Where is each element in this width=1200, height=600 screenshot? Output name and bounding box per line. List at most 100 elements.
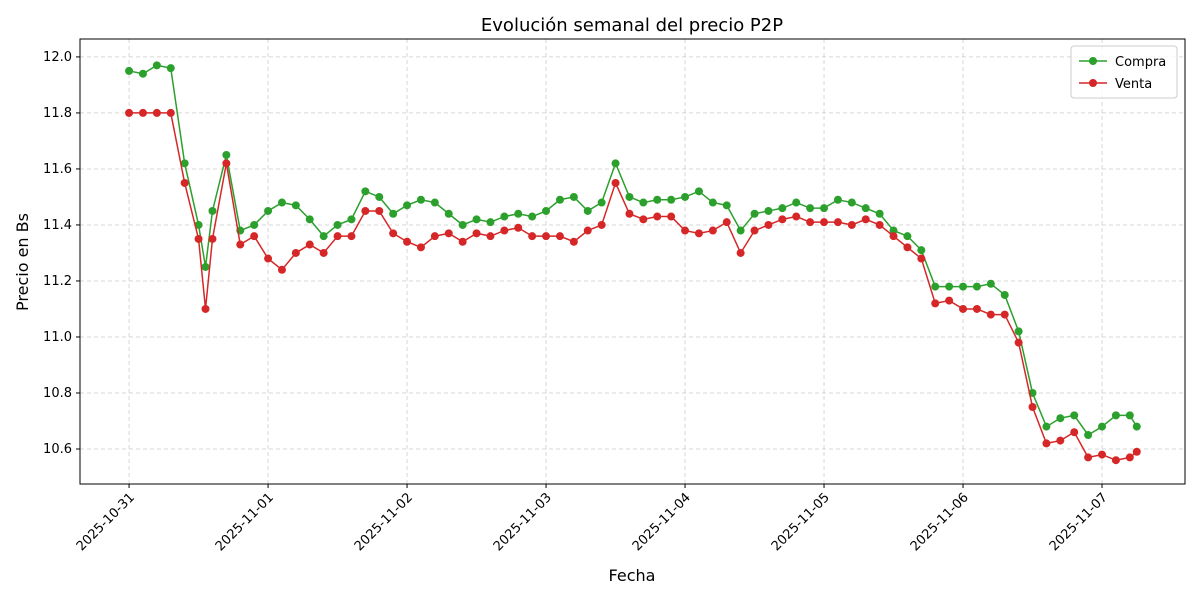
data-point	[361, 187, 370, 196]
data-point	[583, 226, 592, 235]
data-point	[152, 61, 161, 70]
data-point	[486, 218, 495, 227]
x-tick-label: 2025-10-31	[74, 490, 138, 554]
data-point	[416, 195, 425, 204]
legend: Compra Venta	[1070, 45, 1178, 99]
data-point	[778, 204, 787, 213]
data-point	[152, 108, 161, 117]
data-point	[514, 209, 523, 218]
data-point	[347, 215, 356, 224]
series-line	[129, 112, 1138, 461]
data-point	[972, 282, 981, 291]
data-point	[736, 248, 745, 257]
data-point	[305, 215, 314, 224]
chart-title: Evolución semanal del precio P2P	[481, 15, 783, 36]
data-point	[806, 204, 815, 213]
x-axis-label: Fecha	[609, 566, 656, 585]
data-point	[277, 265, 286, 274]
data-point	[555, 195, 564, 204]
data-point	[667, 212, 676, 221]
x-tick-label: 2025-11-05	[769, 490, 833, 554]
data-point	[569, 192, 578, 201]
data-point	[708, 198, 717, 207]
data-point	[458, 237, 467, 246]
data-point	[291, 248, 300, 257]
data-point	[972, 304, 981, 313]
data-point	[986, 279, 995, 288]
data-point	[625, 192, 634, 201]
data-point	[319, 232, 328, 241]
x-tick-label: 2025-11-07	[1047, 490, 1111, 554]
x-tick-label: 2025-11-02	[352, 490, 416, 554]
data-point	[250, 232, 259, 241]
data-point	[611, 159, 620, 168]
data-point	[472, 215, 481, 224]
data-point	[264, 206, 273, 215]
data-point	[458, 220, 467, 229]
data-point	[389, 209, 398, 218]
data-point	[750, 226, 759, 235]
data-point	[319, 248, 328, 257]
data-point	[792, 212, 801, 221]
data-point	[500, 212, 509, 221]
data-point	[1028, 402, 1037, 411]
data-point	[486, 232, 495, 241]
data-point	[1132, 422, 1141, 431]
data-point	[820, 218, 829, 227]
x-tick-label: 2025-11-01	[213, 490, 277, 554]
data-point	[986, 310, 995, 319]
data-point	[403, 201, 412, 210]
data-point	[820, 204, 829, 213]
data-point	[889, 232, 898, 241]
data-point	[201, 304, 210, 313]
data-point	[444, 209, 453, 218]
data-point	[1125, 411, 1134, 420]
data-point	[1000, 310, 1009, 319]
data-point	[430, 198, 439, 207]
data-point	[194, 220, 203, 229]
data-point	[903, 243, 912, 252]
data-point	[138, 108, 147, 117]
data-point	[1014, 338, 1023, 347]
data-point	[861, 215, 870, 224]
data-point	[222, 159, 231, 168]
data-point	[764, 206, 773, 215]
data-point	[833, 195, 842, 204]
data-point	[528, 232, 537, 241]
data-point	[333, 232, 342, 241]
data-point	[1098, 422, 1107, 431]
data-point	[931, 299, 940, 308]
legend-marker	[1089, 57, 1097, 65]
data-point	[959, 282, 968, 291]
data-point	[166, 64, 175, 73]
data-point	[764, 220, 773, 229]
data-point	[750, 209, 759, 218]
data-point	[208, 206, 217, 215]
data-point	[917, 254, 926, 263]
data-point	[1056, 414, 1065, 423]
data-point	[277, 198, 286, 207]
data-point	[722, 201, 731, 210]
data-point	[333, 220, 342, 229]
data-point	[180, 159, 189, 168]
data-point	[416, 243, 425, 252]
data-point	[375, 206, 384, 215]
data-point	[305, 240, 314, 249]
data-point	[625, 209, 634, 218]
data-point	[250, 220, 259, 229]
data-point	[125, 108, 134, 117]
data-point	[1132, 447, 1141, 456]
data-point	[1042, 439, 1051, 448]
data-point	[542, 232, 551, 241]
data-point	[597, 220, 606, 229]
data-point	[375, 192, 384, 201]
data-point	[708, 226, 717, 235]
data-point	[361, 206, 370, 215]
x-tick-label: 2025-11-03	[491, 490, 555, 554]
data-point	[931, 282, 940, 291]
data-point	[583, 206, 592, 215]
data-point	[1098, 450, 1107, 459]
data-point	[681, 192, 690, 201]
data-point	[736, 226, 745, 235]
